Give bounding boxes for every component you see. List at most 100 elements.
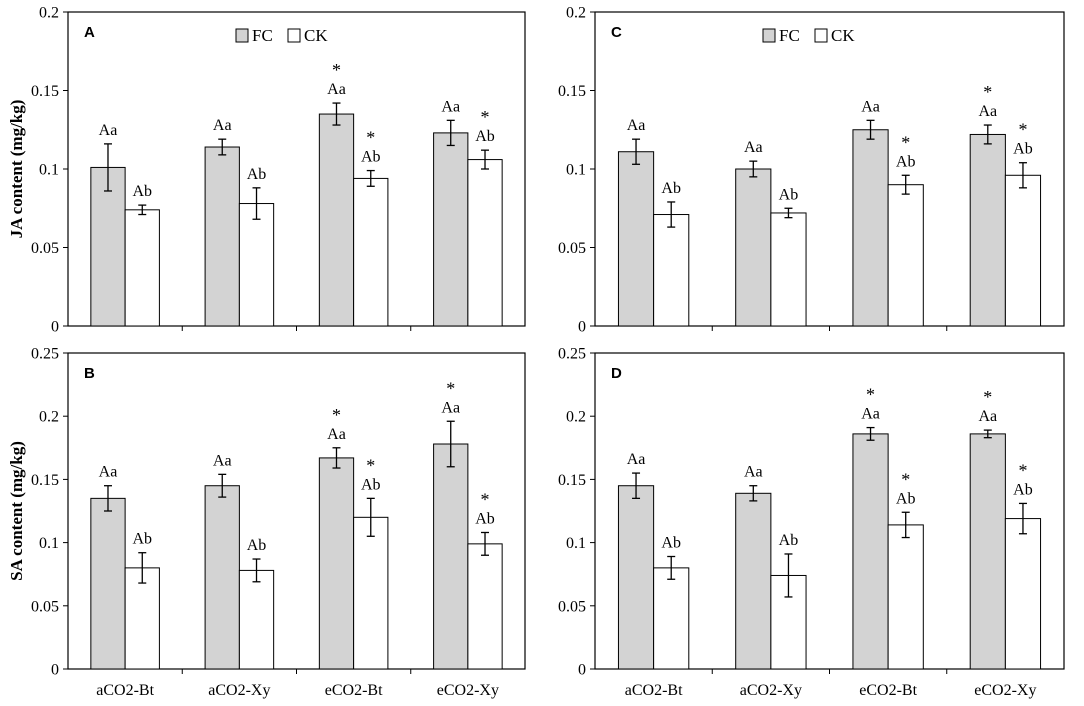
panel-c-bar-ck [770, 212, 807, 327]
panel-c-ytick-label: 0.05 [558, 240, 586, 257]
panel-d-sig-letters-fc: Aa [861, 406, 880, 423]
panel-d-sig-letters-ck: Ab [896, 490, 916, 507]
panel-a-bar-fc [318, 113, 355, 327]
panel-c-bar-fc [852, 129, 889, 327]
panel-c-sig-letters-ck: Ab [661, 180, 681, 197]
panel-a-sig-letters-ck: Ab [132, 183, 152, 200]
panel-d-sig-letters-ck: Ab [1013, 481, 1033, 498]
panel-c-bar-ck [653, 214, 690, 327]
panel-c-sig-star-ck: * [1018, 120, 1027, 140]
panel-a-ytick-label: 0.1 [39, 162, 59, 179]
panel-c-legend-swatch-fc [762, 28, 776, 43]
panel-c-ytick-label: 0.15 [558, 83, 586, 100]
panel-c-bar-fc [617, 151, 655, 327]
panel-d-xtick-label: eCO2-Bt [859, 682, 917, 699]
panel-d-xtick-label: aCO2-Xy [740, 682, 802, 699]
panel-d-bar-ck [653, 567, 690, 670]
panel-d-sig-star-ck: * [1018, 460, 1027, 480]
panel-d-sig-letters-ck: Ab [779, 532, 799, 549]
panel-c-ytick-label: 0 [578, 319, 586, 336]
panel-a-sig-star-fc: * [332, 60, 341, 80]
panel-d-ytick-label: 0.2 [566, 409, 586, 426]
panel-b-ytick-label: 0.1 [39, 535, 59, 552]
panel-a-legend-swatch-fc [235, 28, 249, 43]
panel-b-sig-star-ck: * [481, 489, 490, 509]
panel-b-sig-star-fc: * [332, 405, 341, 425]
panel-c-sig-letters-ck: Ab [896, 153, 916, 170]
panel-d-sig-letters-ck: Ab [661, 535, 681, 552]
panel-d-sig-letters-fc: Aa [978, 408, 997, 425]
panel-c-bar-fc [969, 133, 1006, 327]
panel-c-sig-letters-fc: Aa [744, 139, 763, 156]
panel-b-sig-letters-ck: Ab [132, 531, 152, 548]
panel-a-bar-ck [467, 159, 503, 327]
panel-b-ytick-label: 0.25 [31, 346, 59, 363]
panel-b-ytick-label: 0.05 [31, 598, 59, 615]
panel-d-sig-star-fc: * [983, 387, 992, 407]
panel-b-xtick-label: eCO2-Bt [325, 682, 383, 699]
panel-c-sig-letters-fc: Aa [861, 98, 880, 115]
panel-a-legend-label-fc: FC [252, 26, 273, 45]
panel-b-ytick-label: 0.15 [31, 472, 59, 489]
panel-d-sig-letters-fc: Aa [744, 464, 763, 481]
panel-c-ytick-label: 0.2 [566, 5, 586, 22]
panel-c-bar-ck [1004, 174, 1042, 327]
panel-a-sig-star-ck: * [481, 107, 490, 127]
panel-c-sig-letters-ck: Ab [1013, 141, 1033, 158]
panel-b-sig-letters-ck: Ab [475, 510, 495, 527]
panel-d-sig-star-ck: * [901, 469, 910, 489]
panel-d-sig-letters-fc: Aa [627, 451, 646, 468]
panel-b-xtick-label: eCO2-Xy [437, 682, 499, 699]
panel-b-sig-letters-fc: Aa [99, 464, 118, 481]
panel-d-ytick-label: 0.25 [558, 346, 586, 363]
panel-b-sig-letters-ck: Ab [361, 476, 381, 493]
panel-a-bar-ck [124, 209, 160, 327]
panel-a-ytick-label: 0.2 [39, 5, 59, 22]
panel-b-bar-ck [467, 543, 503, 670]
panel-c-sig-star-fc: * [983, 82, 992, 102]
panel-a-ylabel: JA content (mg/kg) [7, 100, 26, 239]
panel-b-sig-letters-fc: Aa [441, 399, 460, 416]
panel-c-sig-letters-fc: Aa [627, 117, 646, 134]
panel-c-legend-label-fc: FC [779, 26, 800, 45]
panel-d-ytick-label: 0.15 [558, 472, 586, 489]
panel-b-bar-fc [318, 457, 355, 670]
panel-a-sig-letters-fc: Aa [441, 98, 460, 115]
panel-b-bar-ck [353, 516, 389, 670]
panel-a-legend-swatch-ck [287, 28, 301, 43]
panel-a-sig-letters-fc: Aa [213, 117, 232, 134]
panel-a-sig-letters-fc: Aa [327, 81, 346, 98]
panel-d-bar-fc [617, 485, 655, 670]
panel-c-legend-label-ck: CK [831, 26, 855, 45]
panel-d-bar-ck [887, 524, 924, 670]
panel-d-bar-fc [852, 433, 889, 670]
panel-b-letter: B [84, 365, 95, 382]
panel-b-xtick-label: aCO2-Bt [96, 682, 154, 699]
panel-a-sig-star-ck: * [366, 128, 375, 148]
panel-b-ytick-label: 0.2 [39, 409, 59, 426]
panel-d-xtick-label: aCO2-Bt [625, 682, 683, 699]
panel-a-ytick-label: 0.15 [31, 83, 59, 100]
panel-b-sig-letters-fc: Aa [327, 426, 346, 443]
panel-b-sig-letters-fc: Aa [213, 452, 232, 469]
panel-d-ytick-label: 0 [578, 662, 586, 679]
panel-a-sig-letters-fc: Aa [99, 122, 118, 139]
panel-d-bar-ck [1004, 518, 1042, 670]
panel-c-legend-swatch-ck [814, 28, 828, 43]
panel-d-xtick-label: eCO2-Xy [974, 682, 1036, 699]
panel-b-bar-fc [90, 497, 126, 670]
panel-d-ytick-label: 0.1 [566, 535, 586, 552]
panel-a-legend-label-ck: CK [304, 26, 328, 45]
panel-a-bar-fc [90, 166, 126, 327]
panel-a-bar-ck [238, 203, 275, 327]
panel-a-sig-letters-ck: Ab [361, 149, 381, 166]
panel-b-bar-fc [204, 485, 240, 670]
panel-a-bar-fc [204, 146, 240, 327]
panel-b-sig-star-fc: * [446, 378, 455, 398]
panel-d-bar-fc [735, 492, 772, 670]
panel-b-bar-ck [124, 567, 160, 670]
panel-a-ytick-label: 0.05 [31, 240, 59, 257]
panel-a-bar-fc [433, 132, 469, 327]
panel-d-sig-star-fc: * [866, 385, 875, 405]
